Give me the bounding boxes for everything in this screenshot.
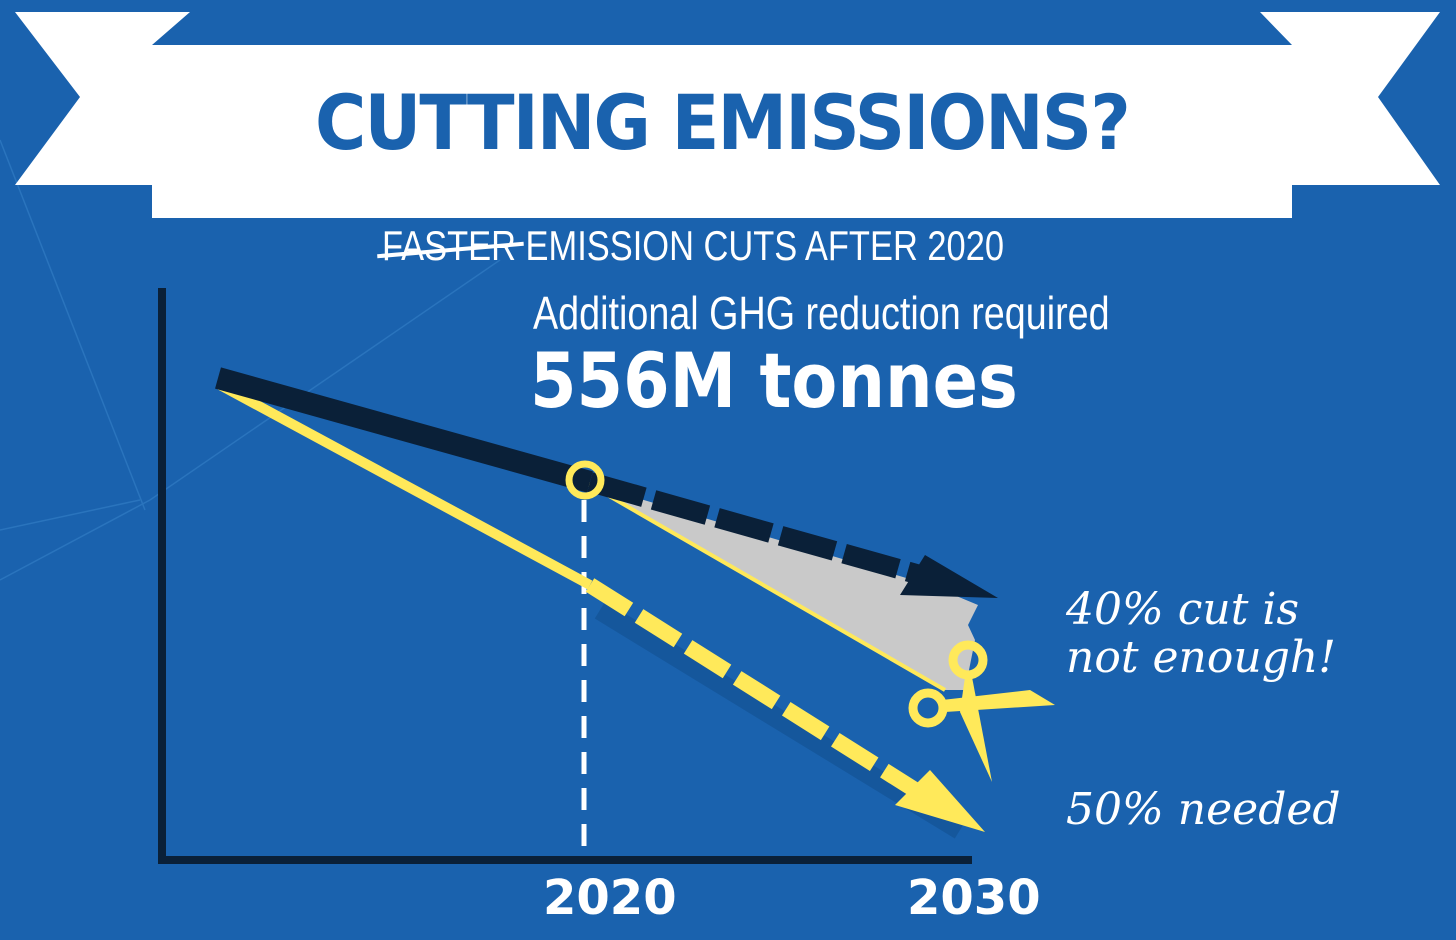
needed-path-shadow (594, 601, 966, 839)
fifty-percent-note: 50% needed (1066, 784, 1341, 835)
current-path-arrowhead (900, 555, 998, 598)
reduction-value: 556M tonnes (530, 336, 1018, 425)
reduction-label: Additional GHG reduction required (533, 287, 1110, 339)
current-path-dashed (587, 472, 923, 585)
ribbon-right-tail (1260, 12, 1440, 185)
needed-path-arrowhead (895, 770, 985, 832)
needed-path-dashed (585, 578, 920, 797)
x-label-2020: 2020 (543, 870, 677, 926)
scissors-icon (908, 640, 1055, 782)
subtitle-text: EMISSION CUTS AFTER 2020 (525, 222, 1005, 269)
x-label-2030: 2030 (907, 870, 1041, 926)
ribbon-left-tail (15, 12, 190, 185)
needed-path-solid (217, 380, 593, 590)
current-path-solid (215, 367, 593, 493)
actual-cut-line (583, 480, 947, 692)
emission-gap-area (590, 484, 978, 690)
forty-percent-note: 40% cut is not enough! (1066, 584, 1336, 683)
subtitle: FASTER EMISSION CUTS AFTER 2020 (382, 222, 1004, 270)
page-title: CUTTING EMISSIONS? (314, 78, 1131, 167)
struck-word: FASTER (382, 222, 516, 269)
title-banner (152, 45, 1292, 218)
milestone-circle-icon (565, 460, 605, 500)
background-lines (0, 139, 501, 581)
